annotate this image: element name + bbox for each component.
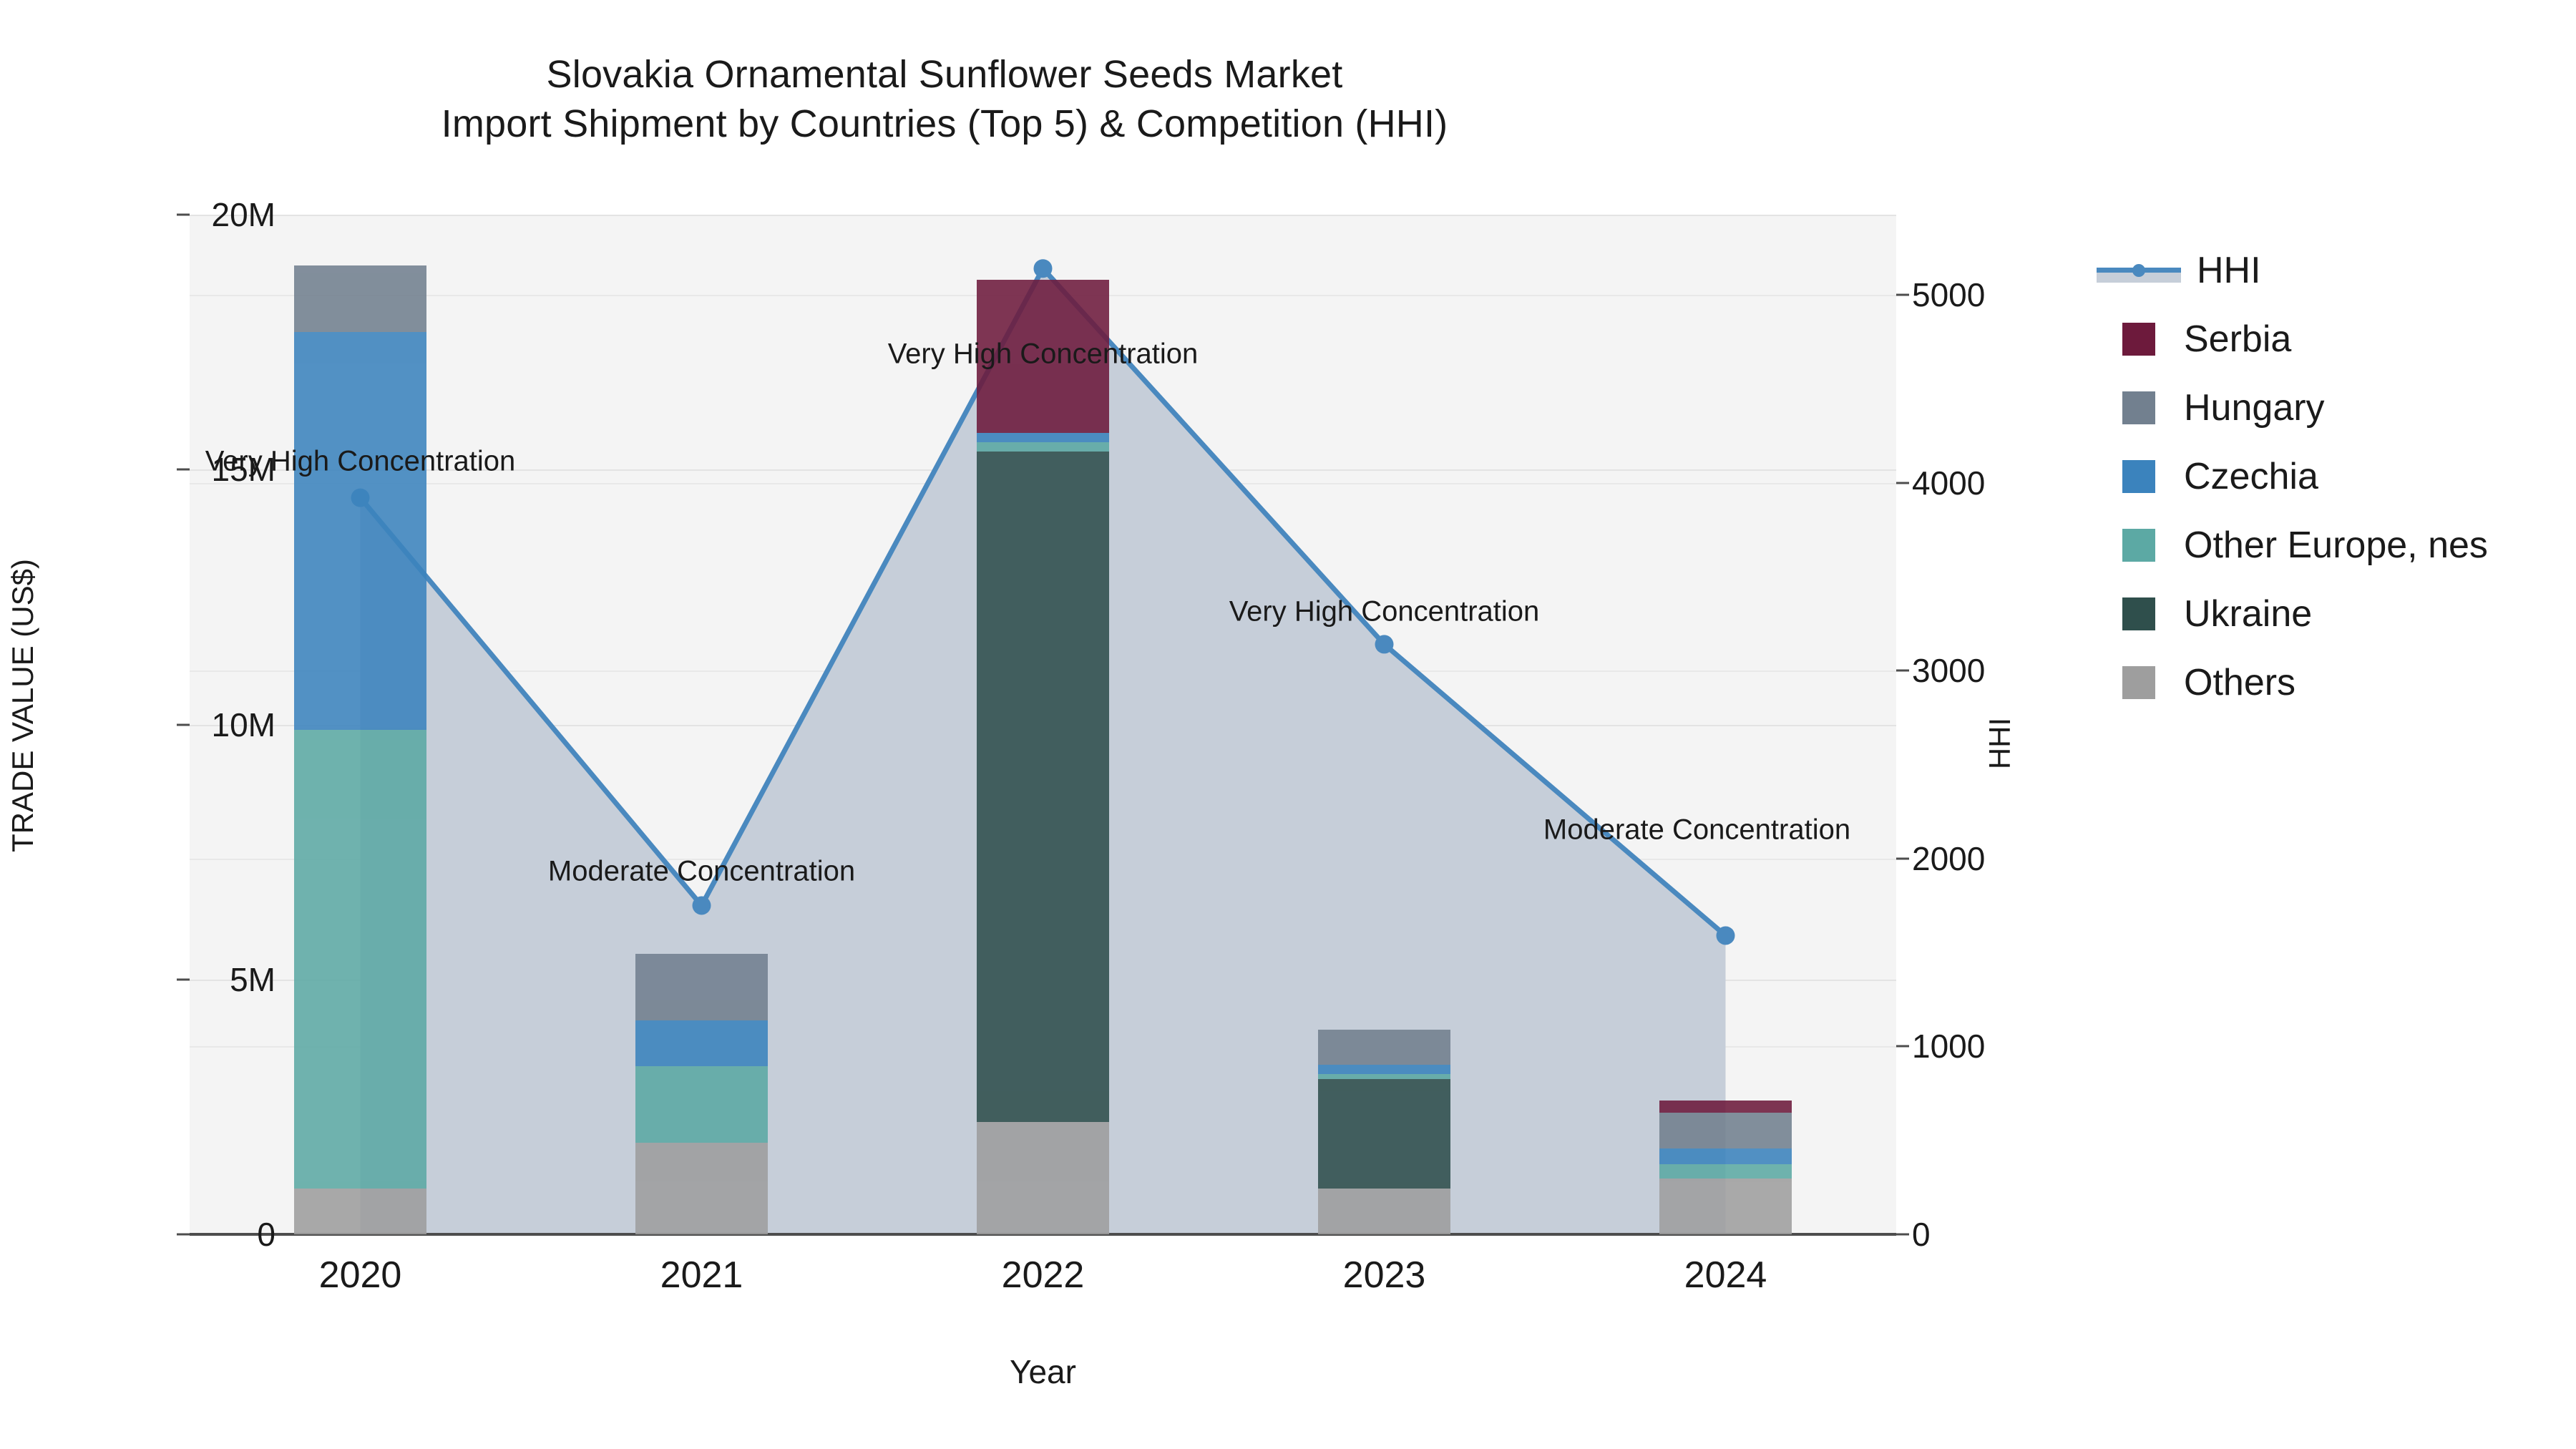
legend-color-swatch [2122,460,2155,493]
legend-item-label: Others [2184,662,2296,703]
bar-segment[interactable] [1659,1113,1792,1149]
bar-segment[interactable] [977,432,1109,442]
legend-line-dot [2132,264,2145,277]
y2-axis-tick-mark [1896,1233,1909,1236]
bar-segment[interactable] [294,729,426,1189]
legend-item-label: Ukraine [2184,593,2313,635]
gridline-y [190,215,1896,216]
legend-item[interactable]: Ukraine [2097,580,2488,648]
concentration-annotation: Very High Concentration [1229,595,1540,628]
y2-axis-tick-label: 1000 [1912,1028,1986,1065]
x-axis-line [190,1233,1896,1236]
y-axis-tick-label: 20M [211,196,275,233]
hhi-data-point [1716,926,1735,945]
stacked-bar[interactable] [635,954,768,1234]
y2-axis-label: HHI [1983,717,2016,770]
legend-color-swatch [2122,391,2155,424]
stacked-bar[interactable] [1318,1029,1450,1234]
y-axis-tick-label: 15M [211,451,275,489]
bar-segment[interactable] [1318,1078,1450,1189]
bar-segment[interactable] [977,1122,1109,1234]
legend-color-swatch [2122,666,2155,699]
y2-axis-tick-mark [1896,669,1909,672]
legend-item-label: Other Europe, nes [2184,525,2488,566]
bar-segment[interactable] [977,280,1109,433]
chart-title: Slovakia Ornamental Sunflower Seeds Mark… [0,50,1889,149]
legend-item[interactable]: Czechia [2097,442,2488,511]
x-axis-tick-label: 2021 [660,1254,743,1296]
y-axis-tick-label: 0 [257,1216,275,1253]
y-axis-tick-mark [177,468,190,471]
legend-item[interactable]: Other Europe, nes [2097,511,2488,580]
bar-segment[interactable] [635,1142,768,1234]
bar-segment[interactable] [1659,1163,1792,1179]
bar-segment[interactable] [294,265,426,332]
stacked-bar[interactable] [294,265,426,1234]
concentration-annotation: Very High Concentration [205,445,516,477]
legend-color-swatch [2122,597,2155,630]
legend-color-swatch [2122,323,2155,356]
stacked-bar[interactable] [1659,1100,1792,1234]
hhi-data-point [1033,259,1053,278]
concentration-annotation: Moderate Concentration [1543,814,1851,846]
y2-axis-tick-label: 5000 [1912,276,1986,313]
y2-axis-tick-mark [1896,293,1909,296]
bar-segment[interactable] [1659,1178,1792,1234]
x-axis-tick-label: 2020 [318,1254,402,1296]
x-axis-tick-label: 2023 [1342,1254,1426,1296]
legend-line-marker [2097,254,2181,287]
legend-item-label: Czechia [2184,456,2318,497]
x-axis-tick-label: 2022 [1001,1254,1085,1296]
concentration-annotation: Very High Concentration [887,338,1199,370]
x-axis-label: Year [1010,1353,1076,1390]
legend-item[interactable]: Others [2097,648,2488,717]
chart-title-line1: Slovakia Ornamental Sunflower Seeds Mark… [546,53,1343,96]
concentration-annotation: Moderate Concentration [547,855,856,887]
y-axis-tick-label: 10M [211,706,275,743]
legend-color-swatch [2122,529,2155,562]
y2-axis-tick-mark [1896,482,1909,484]
bar-segment[interactable] [1318,1188,1450,1234]
legend-item[interactable]: HHI [2097,236,2488,305]
bar-segment[interactable] [977,452,1109,1123]
y-axis-tick-mark [177,213,190,216]
hhi-data-point [692,896,711,915]
legend-item-label: HHI [2197,250,2261,291]
legend-item-label: Serbia [2184,318,2292,360]
y2-axis-tick-label: 4000 [1912,464,1986,502]
y-axis-label: TRADE VALUE (US$) [6,559,39,852]
chart-title-line2: Import Shipment by Countries (Top 5) & C… [441,102,1448,146]
bar-segment[interactable] [1659,1148,1792,1164]
bar-segment[interactable] [1318,1065,1450,1075]
bar-segment[interactable] [635,1065,768,1143]
bar-segment[interactable] [1659,1100,1792,1113]
bar-segment[interactable] [294,331,426,730]
legend-area-band [2097,271,2181,283]
x-axis-tick-label: 2024 [1684,1254,1767,1296]
legend-item[interactable]: Serbia [2097,305,2488,374]
bar-segment[interactable] [1318,1074,1450,1079]
stacked-bar[interactable] [977,280,1109,1234]
y-axis-tick-label: 5M [230,960,275,998]
bar-segment[interactable] [635,1020,768,1066]
bar-segment[interactable] [1318,1029,1450,1065]
hhi-data-point [1375,635,1394,654]
y2-axis-tick-label: 2000 [1912,839,1986,877]
y2-axis-tick-mark [1896,857,1909,860]
legend-item[interactable]: Hungary [2097,374,2488,442]
chart-legend: HHI Serbia Hungary Czechia Other Europe, nes… [2097,236,2488,717]
bar-segment[interactable] [635,954,768,1020]
y2-axis-tick-label: 3000 [1912,652,1986,690]
y-axis-tick-mark [177,723,190,726]
legend-item-label: Hungary [2184,387,2325,429]
y-axis-tick-mark [177,978,190,981]
bar-segment[interactable] [294,1188,426,1234]
y2-axis-tick-label: 0 [1912,1216,1931,1253]
y-axis-tick-mark [177,1233,190,1236]
y2-axis-tick-mark [1896,1045,1909,1048]
bar-segment[interactable] [977,441,1109,452]
